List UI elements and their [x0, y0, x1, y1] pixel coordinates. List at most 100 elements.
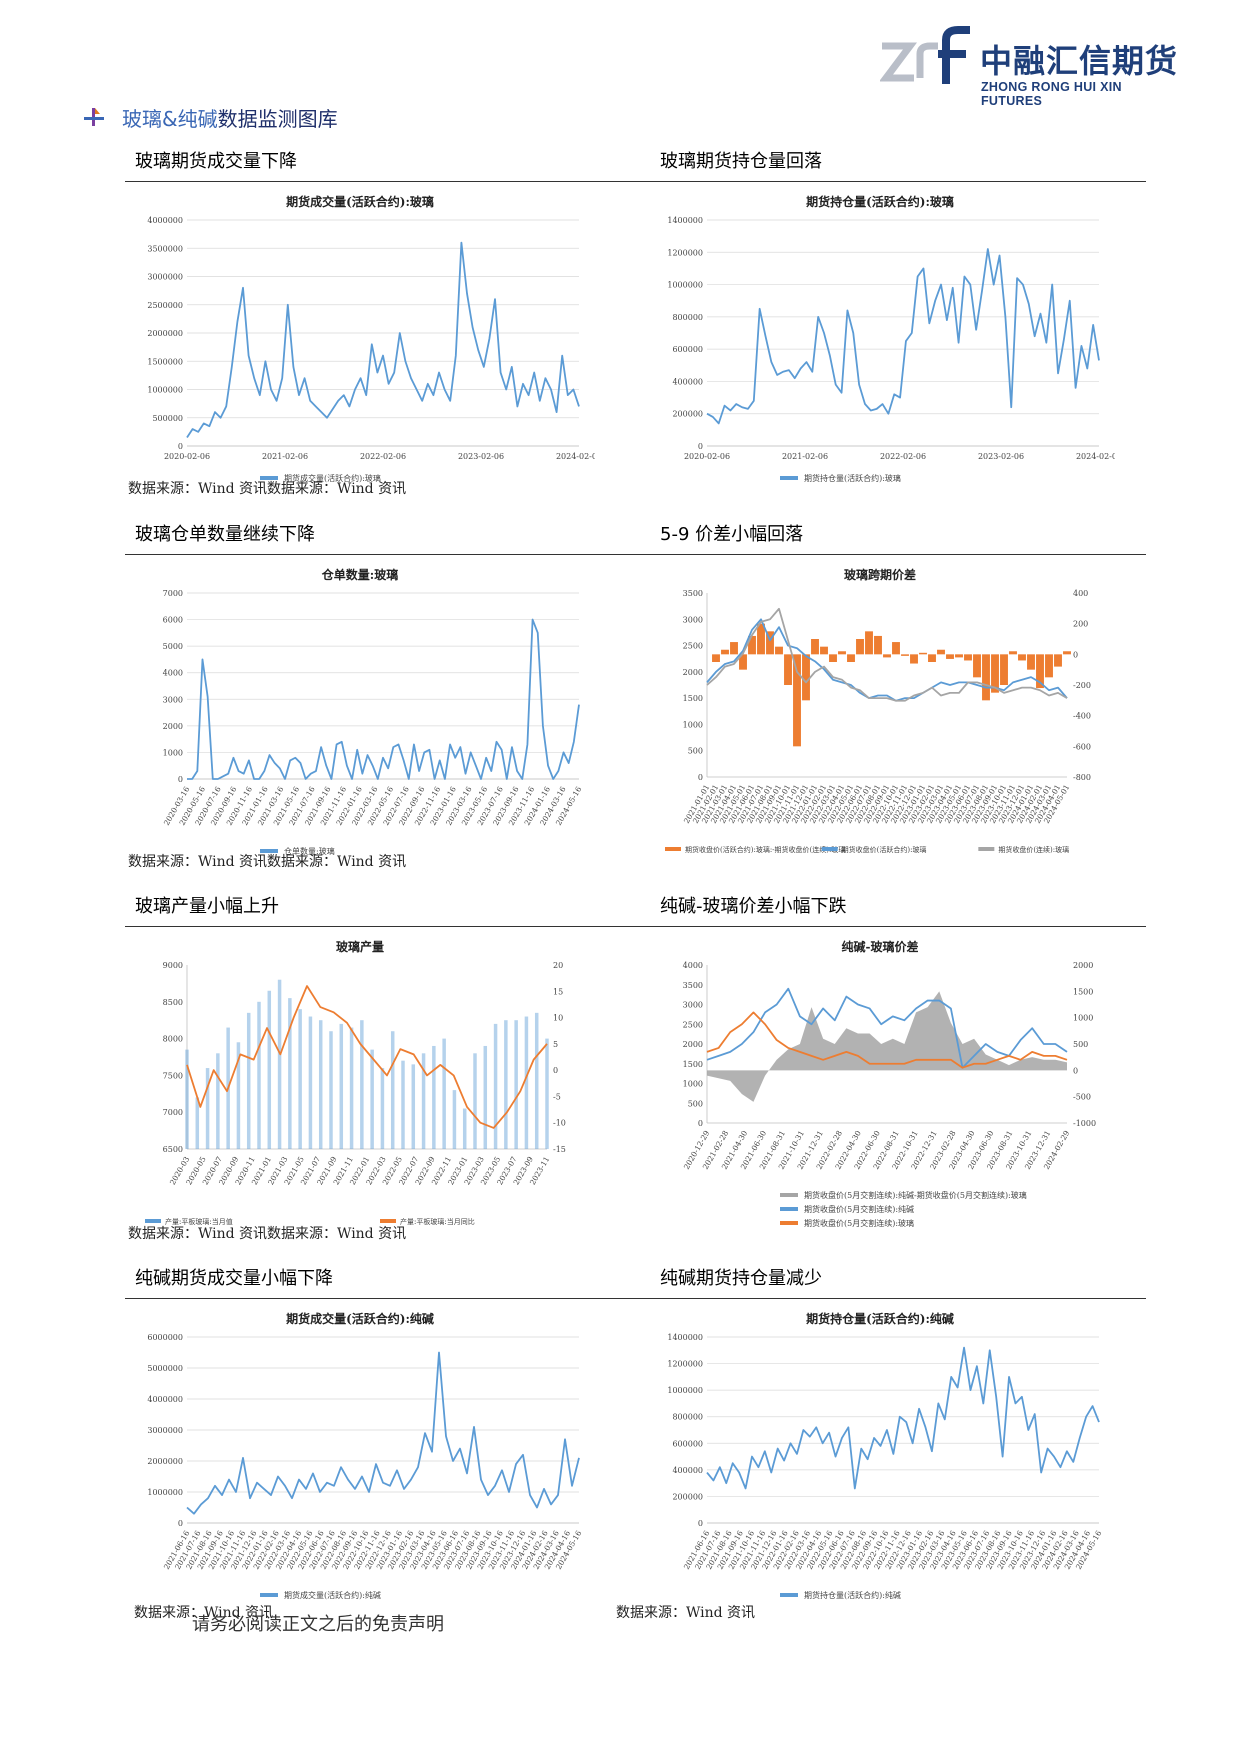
legend-swatch [978, 847, 995, 851]
bar [483, 1045, 488, 1149]
spread-bar [721, 649, 729, 655]
spread-bar [964, 654, 972, 661]
data-source: 数据来源：Wind 资讯 [616, 1605, 756, 1621]
bar [349, 1027, 354, 1149]
spread-bar [892, 642, 900, 655]
chart-title: 玻璃产量 [336, 939, 384, 954]
divider [125, 1298, 1146, 1299]
spread-bar [739, 654, 747, 670]
legend-swatch [780, 1593, 798, 1597]
y-tick-label: 1000000 [147, 1488, 183, 1497]
chart-svg: 期货成交量(活跃合约):玻璃 4000000 3500000 3000000 25000… [147, 194, 595, 483]
y-tick-label: 1400000 [667, 1333, 703, 1342]
y-tick-label: 6000 [163, 616, 183, 625]
y-tick-label: 0 [698, 442, 703, 451]
spread-bar [928, 654, 936, 662]
y2-tick-label: -800 [1073, 773, 1091, 782]
spread-bar [775, 646, 783, 655]
section-title-glass-volume: 玻璃期货成交量下降 [135, 151, 297, 172]
company-logo: 中融汇信期货 ZHONG RONG HUI XIN FUTURES [880, 26, 1180, 108]
spread-bar [838, 651, 846, 655]
y-tick-label: 3500000 [147, 244, 183, 253]
legend-label: 期货收盘价(5月交割连续):纯碱-期货收盘价(5月交割连续):玻璃 [804, 1190, 1027, 1200]
chart-title: 期货持仓量(活跃合约):纯碱 [806, 1311, 954, 1326]
spread-bar [712, 654, 720, 662]
y-tick-label: 0 [178, 442, 183, 451]
y-tick-label: 3500 [683, 589, 703, 598]
spread-bar [883, 654, 891, 658]
y-tick-label: 400000 [672, 1466, 703, 1475]
y-tick-label: 500 [688, 1099, 703, 1108]
spread-bar [946, 654, 954, 659]
spread-bar [793, 654, 801, 747]
bar [267, 990, 272, 1149]
y-tick-label: 2500 [683, 1020, 703, 1029]
y-tick-label: 0 [178, 775, 183, 784]
spread-bar [991, 654, 999, 693]
y2-tick-label: 2000 [1073, 961, 1093, 970]
logo-text-en: ZHONG RONG HUI XIN FUTURES [981, 80, 1122, 108]
spread-bar [757, 623, 765, 655]
y-tick-label: 3000000 [147, 1426, 183, 1435]
y2-tick-label: 0 [553, 1066, 558, 1075]
legend-label: 仓单数量:玻璃 [284, 846, 335, 856]
bar [329, 1031, 333, 1149]
spread-bar [982, 654, 990, 701]
bar [318, 1020, 323, 1149]
logo-text-cn: 中融汇信期货 [980, 42, 1179, 80]
legend-swatch [821, 847, 838, 851]
y2-tick-label: -600 [1073, 742, 1091, 751]
legend-label: 期货成交量(活跃合约):纯碱 [284, 1590, 381, 1600]
legend-label: 期货成交量(活跃合约):玻璃 [284, 473, 381, 483]
y-tick-label: 6500 [163, 1145, 183, 1154]
y-tick-label: 4000000 [147, 1395, 183, 1404]
bar [452, 1090, 457, 1149]
bar [246, 1012, 251, 1149]
section-title-soda-volume: 纯碱期货成交量小幅下降 [135, 1268, 333, 1289]
chart-glass-open-interest: 期货持仓量(活跃合约):玻璃 1400000 1200000 1000000 80000… [645, 188, 1115, 488]
series-line [187, 618, 580, 780]
chart-glass-warrant: 仓单数量:玻璃 7000 6000 5000 4000 3000 2000 1000 0 2020… [125, 561, 595, 861]
legend-label: 期货持仓量(活跃合约):纯碱 [804, 1590, 901, 1600]
spread-bar [820, 646, 828, 655]
y-tick-label: 2500 [683, 642, 703, 651]
bar [185, 1049, 189, 1149]
series-line [706, 618, 1068, 702]
y-tick-label: 4000 [683, 961, 703, 970]
legend-label: 期货收盘价(活跃合约):玻璃 [842, 845, 927, 854]
bar [390, 1031, 395, 1149]
x-tick-label: 2023-02-06 [458, 452, 504, 461]
spread-bar [802, 654, 810, 701]
y-tick-label: 1000000 [667, 1386, 703, 1395]
y-tick-label: 0 [698, 773, 703, 782]
series-line [706, 248, 1100, 425]
y2-tick-label: -200 [1073, 681, 1091, 690]
spread-bar [1018, 654, 1026, 661]
bar [432, 1045, 436, 1149]
spread-bar [937, 649, 945, 655]
logo-mark-icon [880, 26, 970, 84]
y-tick-label: 2000000 [147, 1457, 183, 1466]
y-tick-label: 3000 [683, 615, 703, 624]
legend-swatch [665, 847, 681, 851]
bar [411, 1064, 416, 1149]
y2-tick-label: 1500 [1073, 987, 1093, 996]
series-line [706, 1011, 1068, 1069]
y-tick-label: 1000000 [147, 386, 183, 395]
spread-bar [811, 639, 819, 655]
y-tick-label: 500000 [152, 414, 183, 423]
y-tick-label: 3000000 [147, 273, 183, 282]
bar [442, 1038, 446, 1149]
y-tick-label: 200000 [672, 1492, 703, 1501]
bar [380, 1068, 385, 1149]
chart-soda-volume: 期货成交量(活跃合约):纯碱 6000000 5000000 4000000 30000… [125, 1305, 595, 1605]
legend-label: 期货收盘价(5月交割连续):玻璃 [804, 1218, 914, 1228]
series-line [186, 241, 580, 439]
y-tick-label: 600000 [672, 1439, 703, 1448]
chart-soda-glass-spread: 纯碱-玻璃价差 4000 3500 3000 2500 2000 1500 1000 500 0 2… [645, 933, 1115, 1233]
bar [339, 1023, 344, 1149]
legend-label: 期货持仓量(活跃合约):玻璃 [804, 473, 901, 483]
y-tick-label: 9000 [163, 961, 183, 970]
y2-tick-label: 0 [1073, 1066, 1078, 1075]
y-tick-label: 1000 [163, 748, 183, 757]
